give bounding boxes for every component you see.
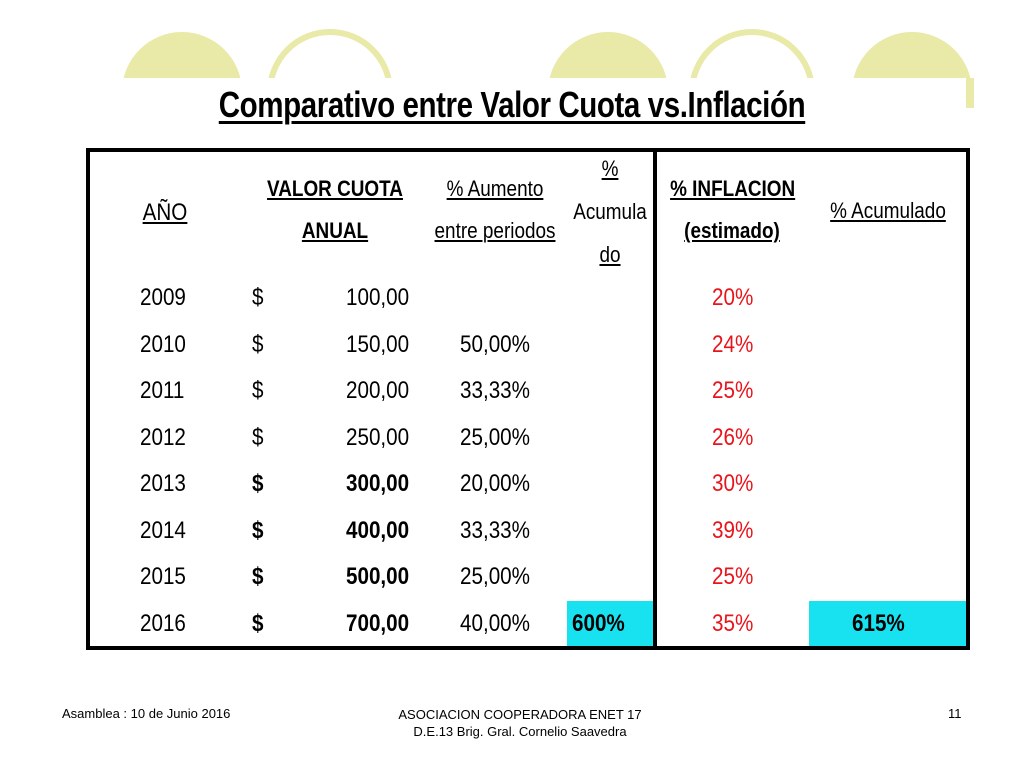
header-inflacion-l1: % INFLACION — [670, 176, 796, 201]
cell-aumento: 25,00% — [460, 563, 531, 590]
cell-year: 2010 — [140, 330, 186, 358]
cell-currency: $ — [252, 470, 264, 497]
header-year: AÑO — [142, 199, 188, 226]
cell-inflacion: 39% — [712, 516, 754, 544]
cell-aumento: 20,00% — [460, 470, 531, 497]
table-divider — [653, 148, 657, 650]
cell-value: 500,00 — [346, 563, 410, 590]
header-aumento-l1: % Aumento — [446, 176, 544, 201]
cell-currency: $ — [252, 377, 264, 404]
cell-year: 2015 — [140, 563, 186, 590]
cell-currency: $ — [252, 516, 264, 544]
cell-inflacion: 20% — [712, 284, 754, 311]
header-acumulado-l1: % — [601, 156, 619, 181]
header-acumulado-total: % Acumulado — [830, 198, 946, 223]
header-valor-cuota-l2: ANUAL — [301, 218, 369, 243]
cell-currency: $ — [252, 563, 264, 590]
cell-inflacion: 25% — [712, 377, 754, 404]
header-valor-cuota: VALOR CUOTA ANUAL — [253, 168, 416, 252]
cell-value: 300,00 — [346, 470, 410, 497]
header-inflacion-l2: (estimado) — [684, 218, 780, 243]
cell-currency: $ — [252, 284, 264, 311]
cell-aumento: 40,00% — [460, 609, 531, 637]
cell-value: 700,00 — [346, 609, 410, 637]
cell-aumento: 33,33% — [460, 377, 531, 404]
cell-value: 200,00 — [346, 377, 410, 404]
cell-year: 2012 — [140, 423, 186, 451]
header-aumento-l2: entre periodos — [434, 218, 556, 243]
cell-year: 2014 — [140, 516, 186, 544]
cell-acumulado: 600% — [572, 609, 625, 637]
highlight-acumulado-total — [809, 601, 966, 646]
highlight-acumulado — [567, 601, 653, 646]
footer-center-l2: D.E.13 Brig. Gral. Cornelio Saavedra — [413, 724, 627, 739]
cell-currency: $ — [252, 609, 264, 637]
comparison-table — [86, 148, 970, 650]
cell-inflacion: 35% — [712, 609, 754, 637]
cell-inflacion: 26% — [712, 423, 754, 451]
header-acumulado-l3: do — [599, 242, 621, 267]
page-number: 11 — [948, 706, 962, 721]
cell-value: 250,00 — [346, 423, 410, 451]
cell-aumento: 25,00% — [460, 423, 531, 451]
cell-year: 2009 — [140, 284, 186, 311]
cell-year: 2013 — [140, 470, 186, 497]
cell-aumento: 33,33% — [460, 516, 531, 544]
cell-inflacion: 25% — [712, 563, 754, 590]
cell-year: 2016 — [140, 609, 186, 637]
cell-aumento: 50,00% — [460, 330, 531, 358]
header-acumulado-l2: Acumula — [573, 199, 647, 224]
cell-value: 400,00 — [346, 516, 410, 544]
slide-title: Comparativo entre Valor Cuota vs.Inflaci… — [218, 84, 806, 125]
header-aumento: % Aumento entre periodos — [426, 168, 564, 252]
cell-currency: $ — [252, 330, 264, 358]
cell-acumulado-total: 615% — [852, 609, 905, 637]
cell-inflacion: 24% — [712, 330, 754, 358]
cell-currency: $ — [252, 423, 264, 451]
cell-inflacion: 30% — [712, 470, 754, 497]
cell-year: 2011 — [140, 377, 185, 404]
header-inflacion: % INFLACION (estimado) — [670, 168, 796, 252]
header-valor-cuota-l1: VALOR CUOTA — [267, 176, 403, 201]
header-acumulado: % Acumula do — [569, 147, 652, 276]
cell-value: 100,00 — [346, 284, 410, 311]
footer-left: Asamblea : 10 de Junio 2016 — [62, 706, 231, 721]
cell-value: 150,00 — [346, 330, 410, 358]
footer-center: ASOCIACION COOPERADORA ENET 17 D.E.13 Br… — [370, 706, 670, 740]
decorative-circles — [123, 29, 974, 108]
footer-center-l1: ASOCIACION COOPERADORA ENET 17 — [398, 707, 642, 722]
